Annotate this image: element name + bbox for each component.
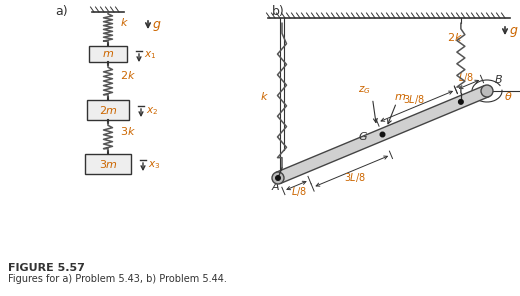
Text: $g$: $g$ [152, 19, 161, 33]
Circle shape [276, 176, 280, 180]
Text: $3L/8$: $3L/8$ [403, 93, 425, 106]
Text: $m$: $m$ [102, 49, 114, 59]
Text: $m$: $m$ [395, 92, 407, 102]
Circle shape [380, 132, 385, 137]
Bar [87, 100, 129, 120]
Text: b): b) [272, 5, 285, 18]
Text: $2k$: $2k$ [447, 31, 463, 43]
Text: Figures for a) Problem 5.43, b) Problem 5.44.: Figures for a) Problem 5.43, b) Problem … [8, 274, 227, 284]
Bar [85, 154, 131, 174]
Text: $3k$: $3k$ [120, 125, 136, 137]
Circle shape [481, 85, 493, 97]
Text: $L/8$: $L/8$ [291, 186, 307, 198]
Circle shape [459, 99, 463, 104]
Text: $\theta$: $\theta$ [504, 90, 513, 102]
Text: $G$: $G$ [358, 131, 369, 142]
Text: $3m$: $3m$ [99, 158, 118, 170]
Text: $k$: $k$ [120, 15, 129, 28]
Text: FIGURE 5.57: FIGURE 5.57 [8, 263, 85, 273]
Text: $A$: $A$ [271, 180, 281, 192]
Text: $x_1$: $x_1$ [144, 49, 157, 61]
Text: $2m$: $2m$ [99, 104, 118, 116]
Text: $L/8$: $L/8$ [459, 71, 474, 84]
Polygon shape [276, 86, 489, 184]
Text: $z_G$: $z_G$ [358, 84, 371, 96]
Text: $x_3$: $x_3$ [148, 159, 161, 171]
Text: $x_2$: $x_2$ [146, 105, 158, 117]
Text: $3L/8$: $3L/8$ [344, 171, 365, 184]
Bar [89, 46, 127, 62]
Text: $k$: $k$ [260, 89, 269, 102]
Circle shape [272, 172, 284, 184]
Text: $g$: $g$ [509, 25, 518, 39]
Text: a): a) [55, 5, 68, 18]
Text: $2k$: $2k$ [120, 69, 136, 81]
Text: $B$: $B$ [494, 73, 503, 85]
